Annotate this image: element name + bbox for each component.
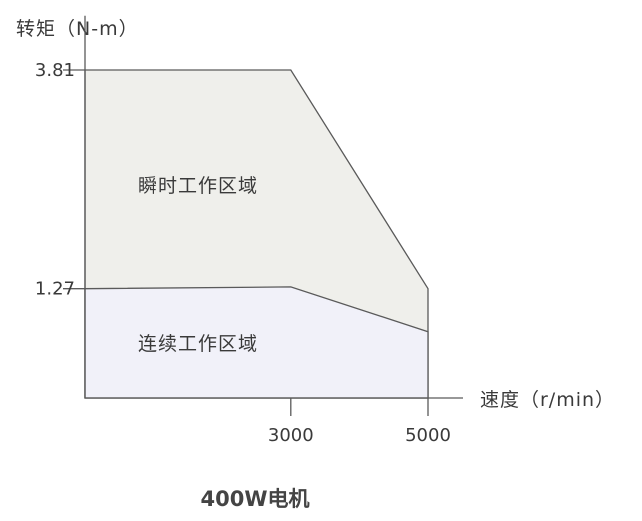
x-axis-label: 速度（r/min） bbox=[480, 389, 616, 411]
x-tick-label: 5000 bbox=[405, 425, 451, 446]
y-tick-label: 1.27 bbox=[35, 279, 75, 300]
y-tick-label: 3.81 bbox=[35, 60, 75, 81]
chart-title: 400W电机 bbox=[200, 487, 310, 511]
y-axis-label: 转矩（N-m） bbox=[16, 18, 139, 40]
region-label-continuous: 连续工作区域 bbox=[138, 333, 258, 355]
x-tick-label: 3000 bbox=[268, 425, 314, 446]
region-label-peak: 瞬时工作区域 bbox=[138, 175, 258, 197]
